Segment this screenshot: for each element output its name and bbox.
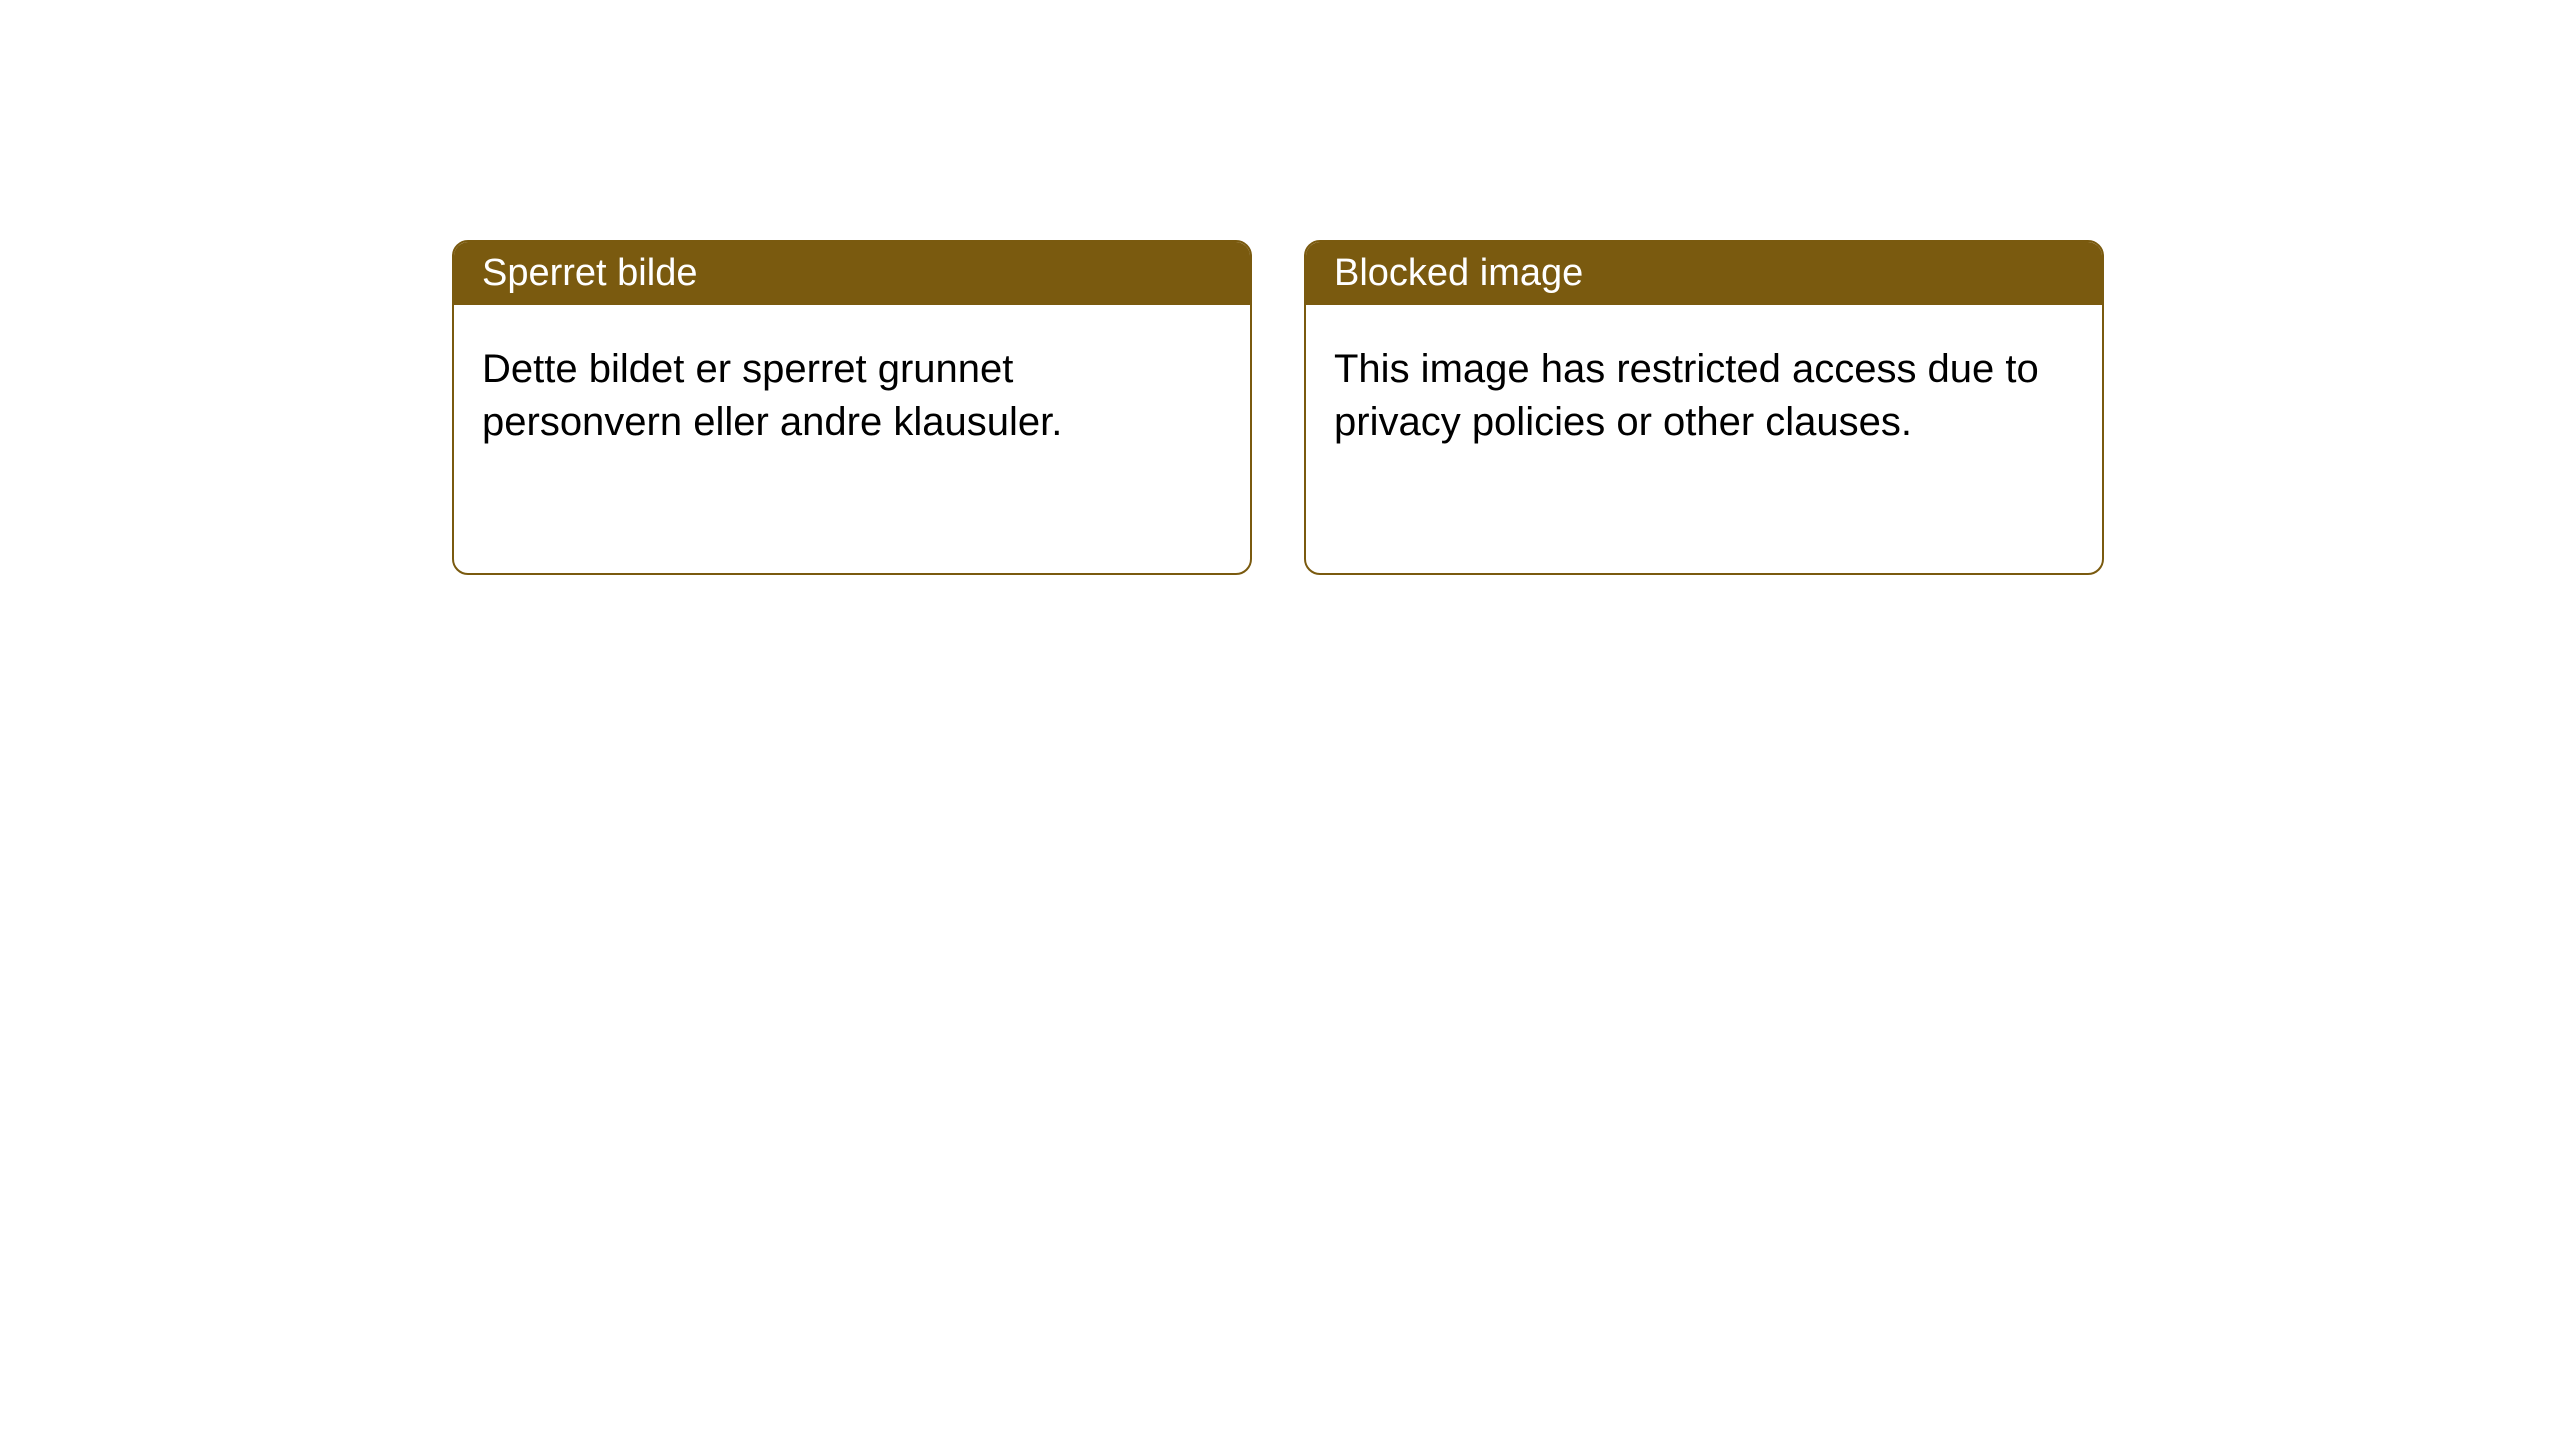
notice-card-english: Blocked image This image has restricted … bbox=[1304, 240, 2104, 575]
notice-card-body: Dette bildet er sperret grunnet personve… bbox=[454, 305, 1250, 487]
notice-card-message: Dette bildet er sperret grunnet personve… bbox=[482, 347, 1062, 444]
notice-card-header: Blocked image bbox=[1306, 242, 2102, 305]
notice-card-norwegian: Sperret bilde Dette bildet er sperret gr… bbox=[452, 240, 1252, 575]
notice-card-message: This image has restricted access due to … bbox=[1334, 347, 2039, 444]
notice-card-body: This image has restricted access due to … bbox=[1306, 305, 2102, 487]
notice-cards-container: Sperret bilde Dette bildet er sperret gr… bbox=[452, 240, 2560, 575]
notice-card-header: Sperret bilde bbox=[454, 242, 1250, 305]
notice-card-title: Sperret bilde bbox=[482, 252, 697, 294]
notice-card-title: Blocked image bbox=[1334, 252, 1583, 294]
